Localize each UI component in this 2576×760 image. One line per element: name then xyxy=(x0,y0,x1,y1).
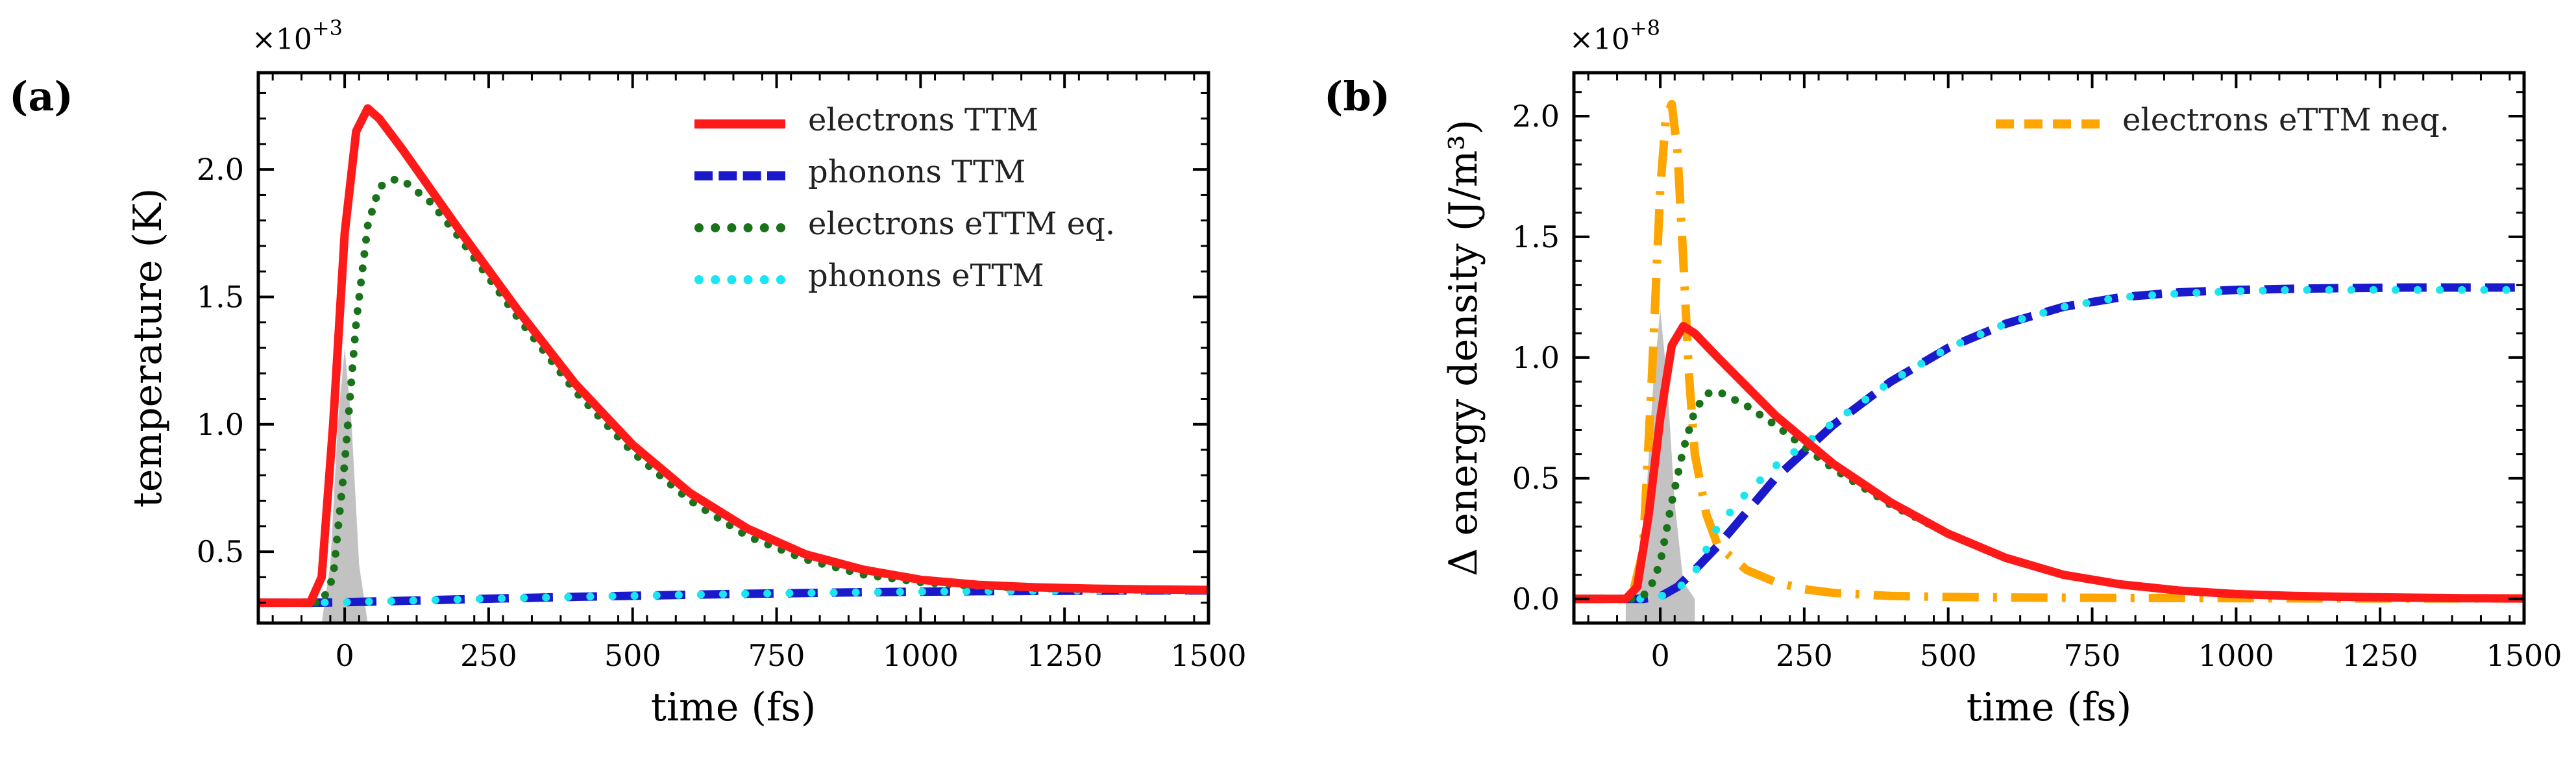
panel-a-x-tick-label: 750 xyxy=(748,638,805,673)
panel-a-chart: 0 250 500 750 1000 1250 1500 0.5 1.0 1.5 2.0 time (… xyxy=(125,71,1247,730)
panel-a-legend: electrons TTM phonons TTM electrons eTTM… xyxy=(694,104,1201,312)
panel-b-x-tick-label: 1250 xyxy=(2342,638,2418,673)
panel-b-x-tick-label: 750 xyxy=(2064,638,2121,673)
panel-a-multiplier-base: ×10 xyxy=(252,23,312,56)
panel-b-series-electrons-ettm-neq xyxy=(1574,99,2524,604)
panel-b-multiplier-base: ×10 xyxy=(1569,23,1630,56)
panel-b-label: (b) xyxy=(1324,73,1391,120)
panel-b-x-tick-label: 1000 xyxy=(2198,638,2274,673)
panel-a-y-tick-label: 1.0 xyxy=(197,407,244,442)
panel-b-y-tick-label: 1.0 xyxy=(1512,340,1560,375)
legend-label-electrons-ettm-eq: electrons eTTM eq. xyxy=(808,206,1116,242)
legend-swatch-phonons-ettm xyxy=(694,275,785,284)
legend-swatch-electrons-ttm xyxy=(694,119,785,129)
panel-b-y-tick-label: 1.5 xyxy=(1512,219,1560,254)
panel-b-y-tick-label: 2.0 xyxy=(1512,99,1560,134)
panel-a-x-tick-label: 1000 xyxy=(883,638,959,673)
panel-a-y-tick-label: 2.0 xyxy=(197,152,244,187)
panel-a-series-phonons-ettm xyxy=(258,586,1208,607)
panel-b-plot-area xyxy=(1574,99,2524,623)
legend-label-electrons-ettm-neq: electrons eTTM neq. xyxy=(2122,102,2450,138)
panel-b-y-tick-label: 0.5 xyxy=(1512,461,1560,496)
panel-b-y-axis-label: Δ energy density (J/m³) xyxy=(1441,119,1486,576)
panel-b-series-electrons-ttm xyxy=(1574,322,2524,604)
panel-b-x-tick-label: 0 xyxy=(1650,638,1669,673)
legend-label-phonons-ettm: phonons eTTM xyxy=(808,258,1044,294)
panel-b-chart: 0 250 500 750 1000 1250 1500 0.0 0.5 1.0 1.5 2.0 tim… xyxy=(1441,71,2562,730)
panel-a-x-tick-label: 1500 xyxy=(1170,638,1246,673)
panel-a-x-tick-label: 1250 xyxy=(1027,638,1103,673)
panel-a-multiplier-exp: +3 xyxy=(312,16,343,40)
panel-b-x-tick-label: 500 xyxy=(1920,638,1977,673)
panel-a-y-tick-label: 1.5 xyxy=(197,279,244,314)
panel-b-multiplier-exp: +8 xyxy=(1629,16,1661,40)
panel-a-x-tick-label: 0 xyxy=(335,638,354,673)
legend-label-electrons-ttm: electrons TTM xyxy=(808,102,1039,138)
panel-a-plot-area xyxy=(258,104,1208,623)
panel-b-series-phonons-ttm xyxy=(1574,283,2524,604)
panel-a-y-tick-label: 0.5 xyxy=(197,534,244,569)
panel-a-x-tick-label: 500 xyxy=(604,638,661,673)
panel-a-x-axis-label: time (fs) xyxy=(651,685,816,730)
panel-b-multiplier: ×10+8 xyxy=(1569,16,1661,56)
legend-swatch-electrons-ettm-eq xyxy=(694,223,785,232)
panel-a-series-electrons-ttm xyxy=(258,104,1208,607)
panel-a-x-tick-label: 250 xyxy=(460,638,517,673)
panel-b-x-tick-label: 250 xyxy=(1776,638,1833,673)
legend-label-phonons-ttm: phonons TTM xyxy=(808,154,1026,190)
panel-a-multiplier: ×10+3 xyxy=(252,16,343,56)
panel-b-legend: electrons eTTM neq. xyxy=(1996,104,2515,143)
panel-a-label: (a) xyxy=(9,73,73,120)
panel-a-y-axis-label: temperature (K) xyxy=(125,188,171,508)
panel-b-series-phonons-ettm xyxy=(1574,286,2524,603)
panel-b-y-tick-label: 0.0 xyxy=(1512,582,1560,617)
panel-b-x-tick-label: 1500 xyxy=(2486,638,2562,673)
legend-swatch-phonons-ttm xyxy=(694,171,785,180)
legend-swatch-electrons-ettm-neq xyxy=(1996,119,2100,129)
panel-b-x-axis-label: time (fs) xyxy=(1967,685,2132,730)
